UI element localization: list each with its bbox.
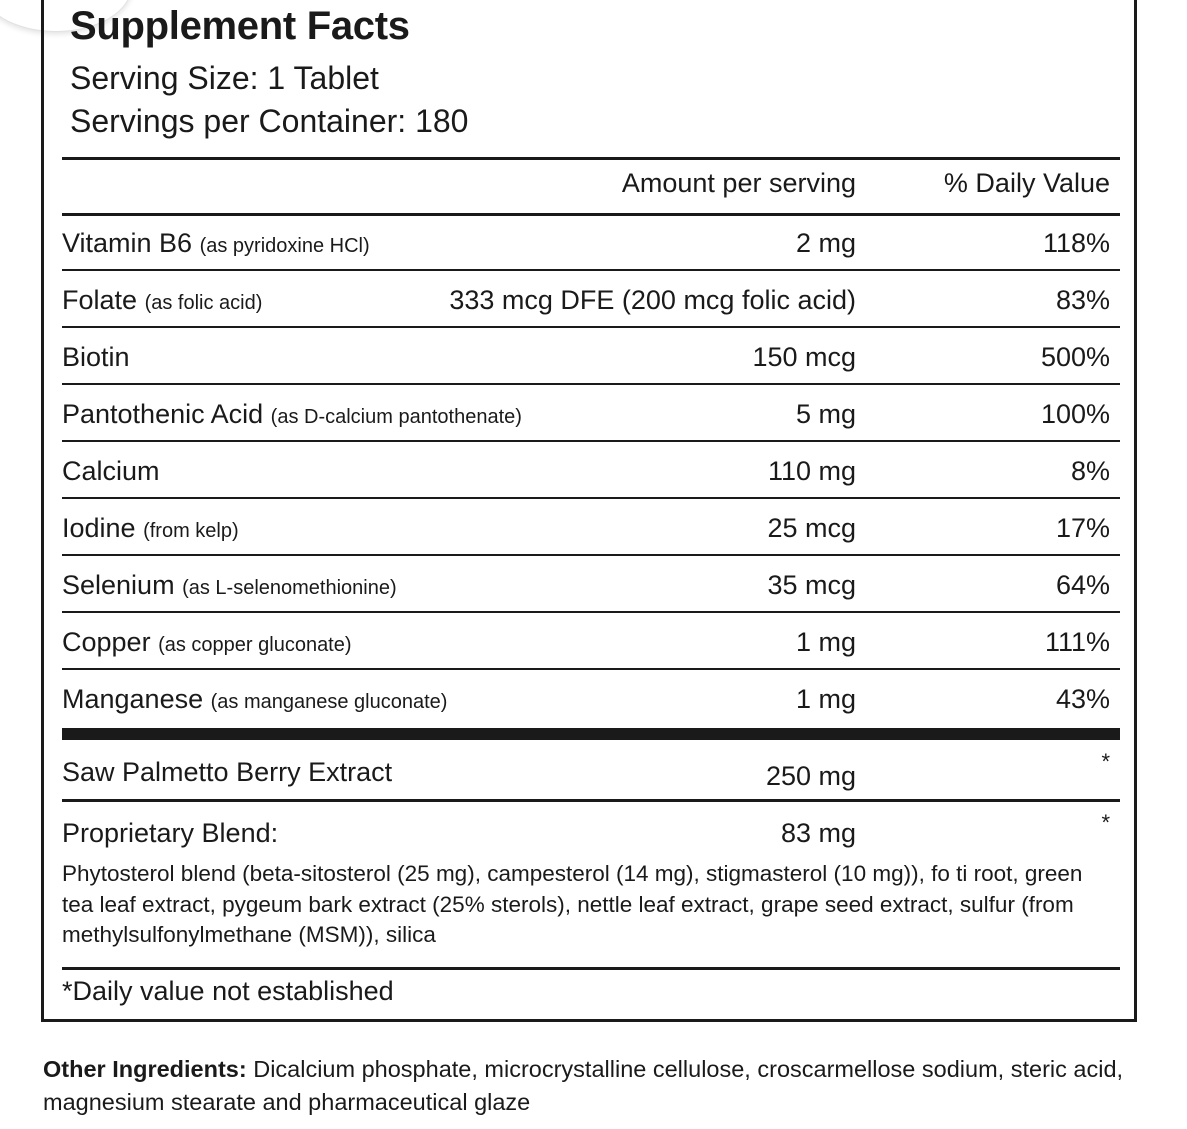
servings-per-container: Servings per Container: 180 <box>70 103 469 139</box>
nutrient-row: Copper (as copper gluconate) 1 mg 111% <box>62 615 1120 669</box>
extract-name: Proprietary Blend: <box>62 818 279 848</box>
nutrient-name: Vitamin B6 (as pyridoxine HCl) <box>62 228 370 259</box>
nutrient-daily-value: 64% <box>1055 570 1110 600</box>
nutrient-name: Folate (as folic acid) <box>62 285 262 316</box>
nutrient-amount: 1 mg <box>795 684 856 714</box>
header-daily-value: % Daily Value <box>943 168 1110 198</box>
nutrient-label: Pantothenic Acid <box>62 399 264 429</box>
nutrient-source: (as D-calcium pantothenate) <box>270 406 522 428</box>
nutrient-row: Iodine (from kelp) 25 mcg 17% <box>62 501 1120 555</box>
nutrient-amount: 25 mcg <box>767 513 856 543</box>
nutrient-source: (as pyridoxine HCl) <box>199 235 370 257</box>
nutrient-label: Folate <box>62 285 138 315</box>
serving-size: Serving Size: 1 Tablet <box>70 60 379 96</box>
nutrient-amount: 1 mg <box>795 627 856 657</box>
nutrient-row: Pantothenic Acid (as D-calcium pantothen… <box>62 387 1120 441</box>
divider <box>62 497 1120 499</box>
nutrient-source: (as L-selenomethionine) <box>182 577 397 599</box>
divider <box>62 668 1120 670</box>
nutrient-daily-value: 83% <box>1055 285 1110 315</box>
nutrient-amount: 5 mg <box>795 399 856 429</box>
nutrient-label: Selenium <box>62 570 175 600</box>
nutrient-label: Calcium <box>62 456 160 486</box>
divider <box>62 269 1120 271</box>
nutrient-label: Copper <box>62 627 151 657</box>
divider <box>62 554 1120 556</box>
divider <box>62 213 1120 216</box>
nutrient-name: Biotin <box>62 342 130 373</box>
nutrient-row: Selenium (as L-selenomethionine) 35 mcg 64… <box>62 558 1120 612</box>
nutrient-source: (as folic acid) <box>144 292 263 314</box>
nutrient-name: Calcium <box>62 456 160 487</box>
nutrient-row: Vitamin B6 (as pyridoxine HCl) 2 mg 118% <box>62 216 1120 270</box>
nutrient-daily-value: 100% <box>1040 399 1110 429</box>
divider <box>62 383 1120 385</box>
thick-divider <box>62 728 1120 740</box>
nutrient-name: Manganese (as manganese gluconate) <box>62 684 447 715</box>
nutrient-label: Manganese <box>62 684 204 714</box>
nutrient-label: Vitamin B6 <box>62 228 193 258</box>
divider <box>62 326 1120 328</box>
other-ingredients-text: Dicalcium phosphate, microcrystalline ce… <box>43 1056 1124 1115</box>
header-amount: Amount per serving <box>621 168 856 198</box>
nutrient-name: Iodine (from kelp) <box>62 513 239 544</box>
divider <box>62 440 1120 442</box>
extract-amount: 83 mg <box>780 818 856 848</box>
nutrient-name: Selenium (as L-selenomethionine) <box>62 570 397 601</box>
nutrient-amount: 110 mg <box>767 456 856 486</box>
nutrient-daily-value: 111% <box>1044 627 1110 657</box>
nutrient-amount: 333 mcg DFE (200 mcg folic acid) <box>449 285 856 315</box>
nutrient-source: (as manganese gluconate) <box>210 691 448 713</box>
extract-amount: 250 mg <box>765 761 856 791</box>
divider <box>62 967 1120 970</box>
extract-daily-value: * <box>1101 810 1110 835</box>
blend-description: Phytosterol blend (beta-sitosterol (25 m… <box>62 861 1083 947</box>
nutrient-daily-value: 17% <box>1055 513 1110 543</box>
nutrient-daily-value: 8% <box>1070 456 1110 486</box>
nutrient-amount: 2 mg <box>795 228 856 258</box>
divider <box>62 611 1120 613</box>
nutrient-label: Biotin <box>62 342 130 372</box>
nutrient-source: (from kelp) <box>143 520 239 542</box>
other-ingredients-label: Other Ingredients: <box>43 1056 247 1082</box>
nutrient-name: Pantothenic Acid (as D-calcium pantothen… <box>62 399 522 430</box>
extract-name: Saw Palmetto Berry Extract <box>62 757 393 787</box>
nutrient-row: Biotin 150 mcg 500% <box>62 330 1120 384</box>
nutrient-daily-value: 43% <box>1055 684 1110 714</box>
nutrient-daily-value: 500% <box>1040 342 1110 372</box>
divider <box>62 157 1120 160</box>
panel-title: Supplement Facts <box>70 4 410 48</box>
extract-row: Saw Palmetto Berry Extract 250 mg * <box>62 745 1120 799</box>
nutrient-daily-value: 118% <box>1042 228 1110 258</box>
nutrient-row: Manganese (as manganese gluconate) 1 mg 43… <box>62 672 1120 726</box>
nutrient-amount: 150 mcg <box>752 342 856 372</box>
extract-daily-value: * <box>1101 749 1110 774</box>
nutrient-row: Calcium 110 mg 8% <box>62 444 1120 498</box>
nutrient-name: Copper (as copper gluconate) <box>62 627 352 658</box>
divider <box>62 799 1120 802</box>
footnote: *Daily value not established <box>62 976 394 1006</box>
nutrient-source: (as copper gluconate) <box>158 634 352 656</box>
nutrient-row: Folate (as folic acid) 333 mcg DFE (200 m… <box>62 273 1120 327</box>
nutrient-label: Iodine <box>62 513 136 543</box>
supplement-facts-panel: Supplement Facts Serving Size: 1 Tablet … <box>41 0 1137 1022</box>
extract-row: Proprietary Blend: 83 mg * <box>62 806 1120 860</box>
nutrient-amount: 35 mcg <box>767 570 856 600</box>
other-ingredients: Other Ingredients: Dicalcium phosphate, … <box>43 1053 1153 1119</box>
